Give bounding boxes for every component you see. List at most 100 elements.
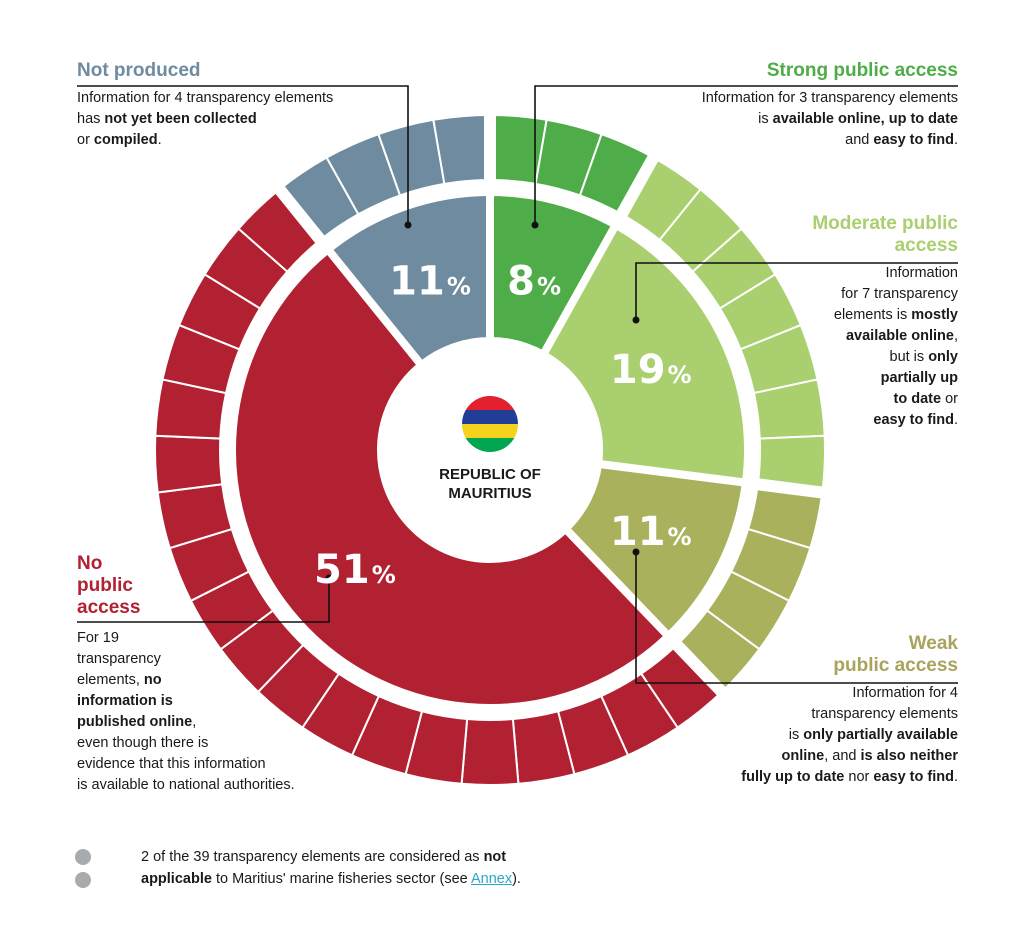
leader-strong	[534, 85, 958, 225]
text-line: transparency elements	[811, 706, 958, 722]
text-run: .	[953, 769, 958, 785]
title-line: access	[77, 597, 141, 618]
title-no-access: No public access	[77, 553, 377, 619]
text-run: is	[788, 727, 804, 743]
annotation-strong-access: Strong public access Information for 3 t…	[600, 60, 958, 151]
text-run: has	[77, 111, 105, 127]
flag-stripe	[462, 424, 518, 439]
leader-moderate	[635, 262, 958, 320]
annotation-no-access: No public access For 19 transparency ele…	[77, 553, 377, 796]
title-weak-access: Weak public access	[640, 633, 958, 677]
text-line: Information for 4	[852, 685, 958, 701]
leader-moderate-dot	[632, 316, 640, 324]
footnote-text: 2 of the 39 transparency elements are co…	[141, 846, 621, 890]
text-run: or	[941, 391, 958, 407]
text-run: and	[845, 132, 874, 148]
ring-group-gap	[606, 151, 661, 235]
percent-labels: 8% 19% 11% 51% 11%	[314, 258, 692, 593]
text-run-bold: only	[928, 349, 958, 365]
text-line-bold: information is	[77, 693, 173, 709]
ring-group-gap	[272, 182, 338, 260]
grey-dot-icon	[75, 872, 91, 888]
center-label-line2: MAURITIUS	[448, 485, 531, 502]
text-run-bold: is also neither	[860, 748, 958, 764]
leader-not-produced-dot	[404, 221, 412, 229]
title-line: Weak	[908, 633, 958, 654]
text-run-bold: not	[483, 849, 507, 865]
grey-dot-icon	[75, 849, 91, 865]
text-line: Information for 3 transparency elements	[701, 90, 958, 106]
center-emblem: REPUBLIC OF MAURITIUS	[379, 339, 601, 561]
outer-ring	[154, 111, 828, 786]
leader-weak	[635, 552, 958, 684]
title-line: public access	[833, 655, 958, 676]
leader-no-access-dot	[325, 574, 333, 582]
text-run-bold: easy to find	[873, 132, 954, 148]
text-run: ,	[953, 328, 958, 344]
text-run: .	[953, 132, 958, 148]
center-label-line1: REPUBLIC OF	[439, 466, 541, 483]
text-run: nor	[844, 769, 874, 785]
text-run-bold: fully up to date	[741, 769, 845, 785]
leader-lines	[77, 85, 958, 684]
percent-label-none: 51%	[314, 547, 396, 593]
text-line: Information	[885, 265, 958, 281]
title-line: public	[77, 575, 133, 596]
text-run-bold: not yet been collected	[104, 111, 257, 127]
text-run-bold: applicable	[141, 871, 212, 887]
leader-strong-dot	[531, 221, 539, 229]
text-run: but is	[889, 349, 929, 365]
ring-group-gap	[737, 475, 828, 500]
percent-label-not_produced: 11%	[389, 258, 471, 304]
leader-weak-dot	[632, 548, 640, 556]
annotation-not-produced: Not produced Information for 4 transpare…	[77, 60, 417, 151]
text-line: For 19	[77, 630, 119, 646]
flag-stripe	[462, 410, 518, 425]
title-moderate-access: Moderate public access	[760, 213, 958, 257]
not-applicable-dots	[75, 849, 97, 895]
text-run: 2 of the 39 transparency elements are co…	[141, 849, 484, 865]
text-run: elements is	[833, 307, 912, 323]
text-run: ,	[192, 714, 197, 730]
title-line: No	[77, 553, 103, 574]
text-run-bold: mostly	[911, 307, 958, 323]
title-line: access	[894, 235, 958, 256]
annex-link[interactable]: Annex	[470, 871, 513, 887]
ring-segment-none	[460, 717, 520, 786]
text-run-bold: easy to find	[873, 412, 954, 428]
text-run-bold: easy to find	[873, 769, 954, 785]
text-run: , and	[824, 748, 861, 764]
text-run-bold: compiled	[93, 132, 158, 148]
ring-segment-not_produced	[432, 113, 491, 186]
text-line: for 7 transparency	[841, 286, 958, 302]
text-run: ).	[512, 871, 521, 887]
text-run-bold: published online	[77, 714, 193, 730]
title-strong-access: Strong public access	[766, 60, 958, 81]
text-run: to Maritius' marine fisheries sector (se…	[211, 871, 471, 887]
annotation-weak-access: Weak public access Information for 4 tra…	[640, 633, 958, 788]
text-line: transparency	[77, 651, 161, 667]
text-run: elements,	[77, 672, 144, 688]
text-run-bold: available online, up to date	[772, 111, 958, 127]
text-line: even though there is	[77, 735, 209, 751]
percent-label-strong: 8%	[507, 259, 561, 305]
title-line: Moderate public	[812, 213, 958, 234]
text-run: or	[77, 132, 94, 148]
text-line-bold: partially up	[880, 370, 958, 386]
text-run: .	[157, 132, 162, 148]
text-line: evidence that this information	[77, 756, 266, 772]
text-run: is	[758, 111, 773, 127]
title-not-produced: Not produced	[77, 60, 201, 81]
annotation-moderate-access: Moderate public access Information for 7…	[760, 213, 958, 431]
text-run-bold: to date	[893, 391, 942, 407]
percent-label-weak: 11%	[610, 509, 692, 555]
text-run-bold: only partially available	[803, 727, 958, 743]
percent-label-moderate: 19%	[610, 347, 692, 393]
text-line: is available to national authorities.	[77, 777, 295, 793]
text-run-bold: no	[143, 672, 162, 688]
text-run-bold: online	[781, 748, 825, 764]
text-run: .	[953, 412, 958, 428]
ring-segment-none	[154, 434, 224, 494]
text-run-bold: available online	[845, 328, 954, 344]
